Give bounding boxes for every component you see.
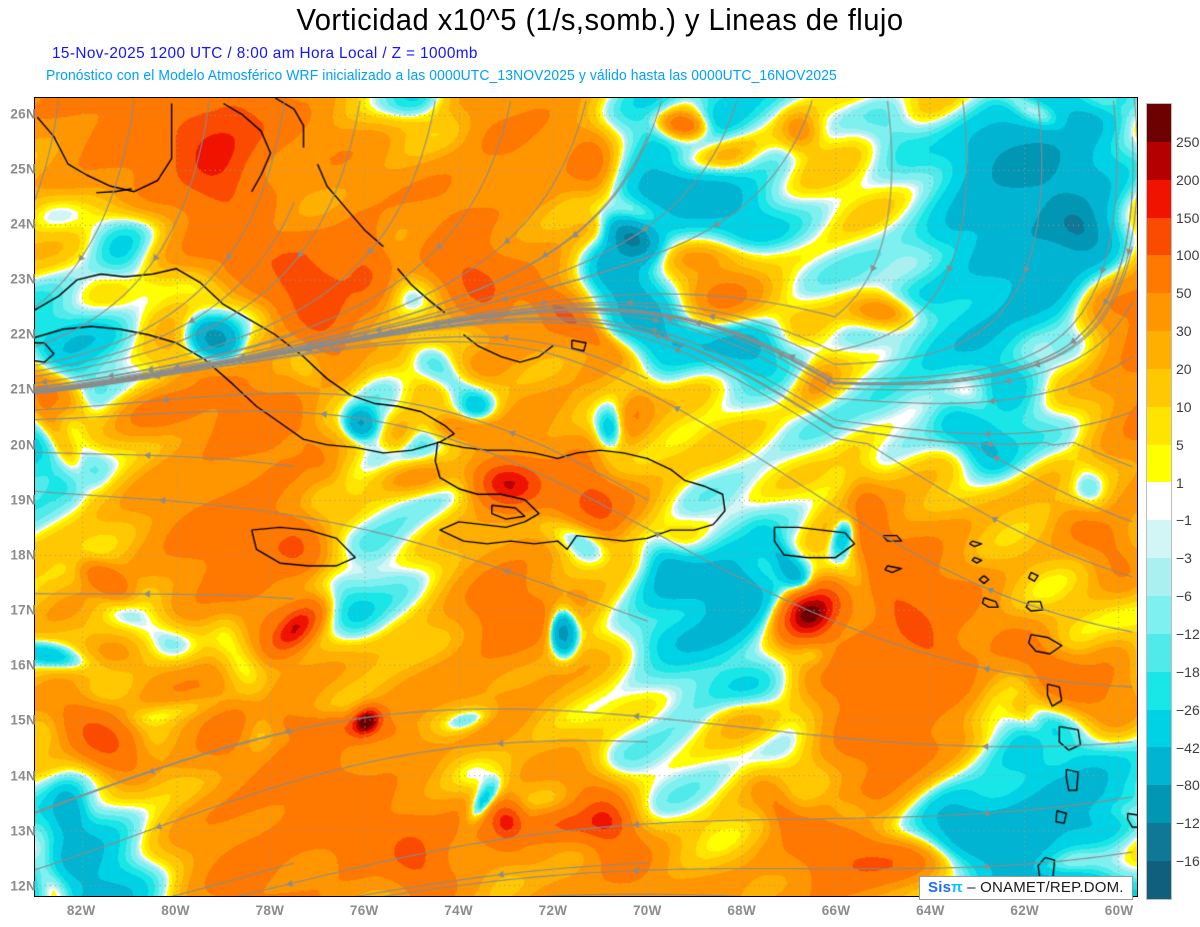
colorbar-band xyxy=(1147,785,1171,824)
colorbar-tick-label: −1 xyxy=(1176,512,1192,529)
colorbar-band xyxy=(1147,595,1171,634)
x-tick-label: 72W xyxy=(538,903,568,918)
x-tick-label: 66W xyxy=(821,903,851,918)
y-tick-label: 26N xyxy=(10,106,36,122)
colorbar-band xyxy=(1147,141,1171,180)
colorbar-tick-label: −120 xyxy=(1176,815,1200,832)
colorbar-tick-label: 200 xyxy=(1176,171,1200,188)
colorbar-tick-label: −160 xyxy=(1176,853,1200,870)
colorbar-tick-label: 150 xyxy=(1176,209,1200,226)
brand-prefix: Sis xyxy=(928,879,952,896)
colorbar-band xyxy=(1147,482,1171,521)
colorbar-tick-label: −18 xyxy=(1176,663,1200,680)
model-info-subtitle: Pronóstico con el Modelo Atmosférico WRF… xyxy=(46,68,837,84)
colorbar-tick-label: 50 xyxy=(1176,285,1192,302)
colorbar-tick-label: 5 xyxy=(1176,436,1184,453)
x-tick-label: 78W xyxy=(255,903,285,918)
x-tick-label: 64W xyxy=(916,903,945,918)
colorbar-tick-label: 30 xyxy=(1176,323,1192,340)
y-tick-label: 13N xyxy=(10,823,36,839)
y-tick-label: 18N xyxy=(10,547,36,563)
x-tick-label: 76W xyxy=(349,903,379,918)
y-tick-label: 12N xyxy=(10,878,36,894)
colorbar-tick-label: −80 xyxy=(1176,777,1200,794)
colorbar-tick-label: 100 xyxy=(1176,247,1200,264)
y-tick-label: 19N xyxy=(10,492,36,508)
colorbar-band xyxy=(1147,709,1171,748)
y-tick-label: 21N xyxy=(10,381,36,397)
y-tick-label: 22N xyxy=(10,326,36,342)
colorbar-tick-label: 250 xyxy=(1176,133,1200,150)
colorbar-band xyxy=(1147,368,1171,407)
y-tick-label: 14N xyxy=(10,768,36,784)
colorbar-band xyxy=(1147,179,1171,218)
colorbar-tick-label: 20 xyxy=(1176,361,1192,377)
x-tick-label: 74W xyxy=(444,903,473,918)
colorbar-band xyxy=(1147,217,1171,256)
y-tick-label: 25N xyxy=(10,161,36,177)
map-plot-area xyxy=(34,97,1138,897)
colorbar-tick-label: −6 xyxy=(1176,588,1192,605)
colorbar-band xyxy=(1147,104,1171,142)
colorbar-tick-label: −3 xyxy=(1176,550,1192,567)
colorbar-band xyxy=(1147,520,1171,559)
y-tick-label: 16N xyxy=(10,657,36,673)
colorbar-tick-label: −26 xyxy=(1176,701,1200,718)
forecast-time-subtitle: 15-Nov-2025 1200 UTC / 8:00 am Hora Loca… xyxy=(52,45,478,62)
x-tick-label: 82W xyxy=(66,903,96,918)
colorbar-band xyxy=(1147,823,1171,861)
colorbar-tick-label: −12 xyxy=(1176,626,1200,642)
brand-pi-icon: π xyxy=(951,879,963,896)
colorbar-band xyxy=(1147,860,1171,899)
attribution-organization: ONAMET/REP.DOM. xyxy=(980,879,1124,896)
x-tick-label: 68W xyxy=(727,903,757,918)
colorbar-band xyxy=(1147,558,1171,596)
colorbar-tick-label: 1 xyxy=(1176,474,1184,491)
colorbar-band xyxy=(1147,331,1171,369)
y-tick-label: 15N xyxy=(10,712,36,728)
y-tick-label: 23N xyxy=(10,271,36,287)
y-tick-label: 20N xyxy=(10,437,36,453)
colorbar-tick-label: −42 xyxy=(1176,739,1200,756)
x-tick-label: 70W xyxy=(632,903,662,918)
vorticity-map-canvas xyxy=(35,98,1137,896)
colorbar xyxy=(1146,103,1172,900)
colorbar-band xyxy=(1147,444,1171,483)
colorbar-band xyxy=(1147,671,1171,710)
y-tick-label: 17N xyxy=(10,602,36,618)
x-tick-label: 60W xyxy=(1104,903,1134,918)
attribution-separator: – xyxy=(962,879,981,896)
attribution-badge: Sisπ – ONAMET/REP.DOM. xyxy=(919,876,1133,900)
colorbar-band xyxy=(1147,255,1171,294)
y-tick-label: 24N xyxy=(10,216,36,232)
page-title: Vorticidad x10^5 (1/s,somb.) y Lineas de… xyxy=(296,2,904,37)
colorbar-band xyxy=(1147,747,1171,786)
x-tick-label: 80W xyxy=(161,903,190,918)
colorbar-band xyxy=(1147,406,1171,445)
colorbar-tick-label: 10 xyxy=(1176,398,1192,415)
x-tick-label: 62W xyxy=(1010,903,1040,918)
colorbar-band xyxy=(1147,293,1171,332)
colorbar-band xyxy=(1147,633,1171,672)
